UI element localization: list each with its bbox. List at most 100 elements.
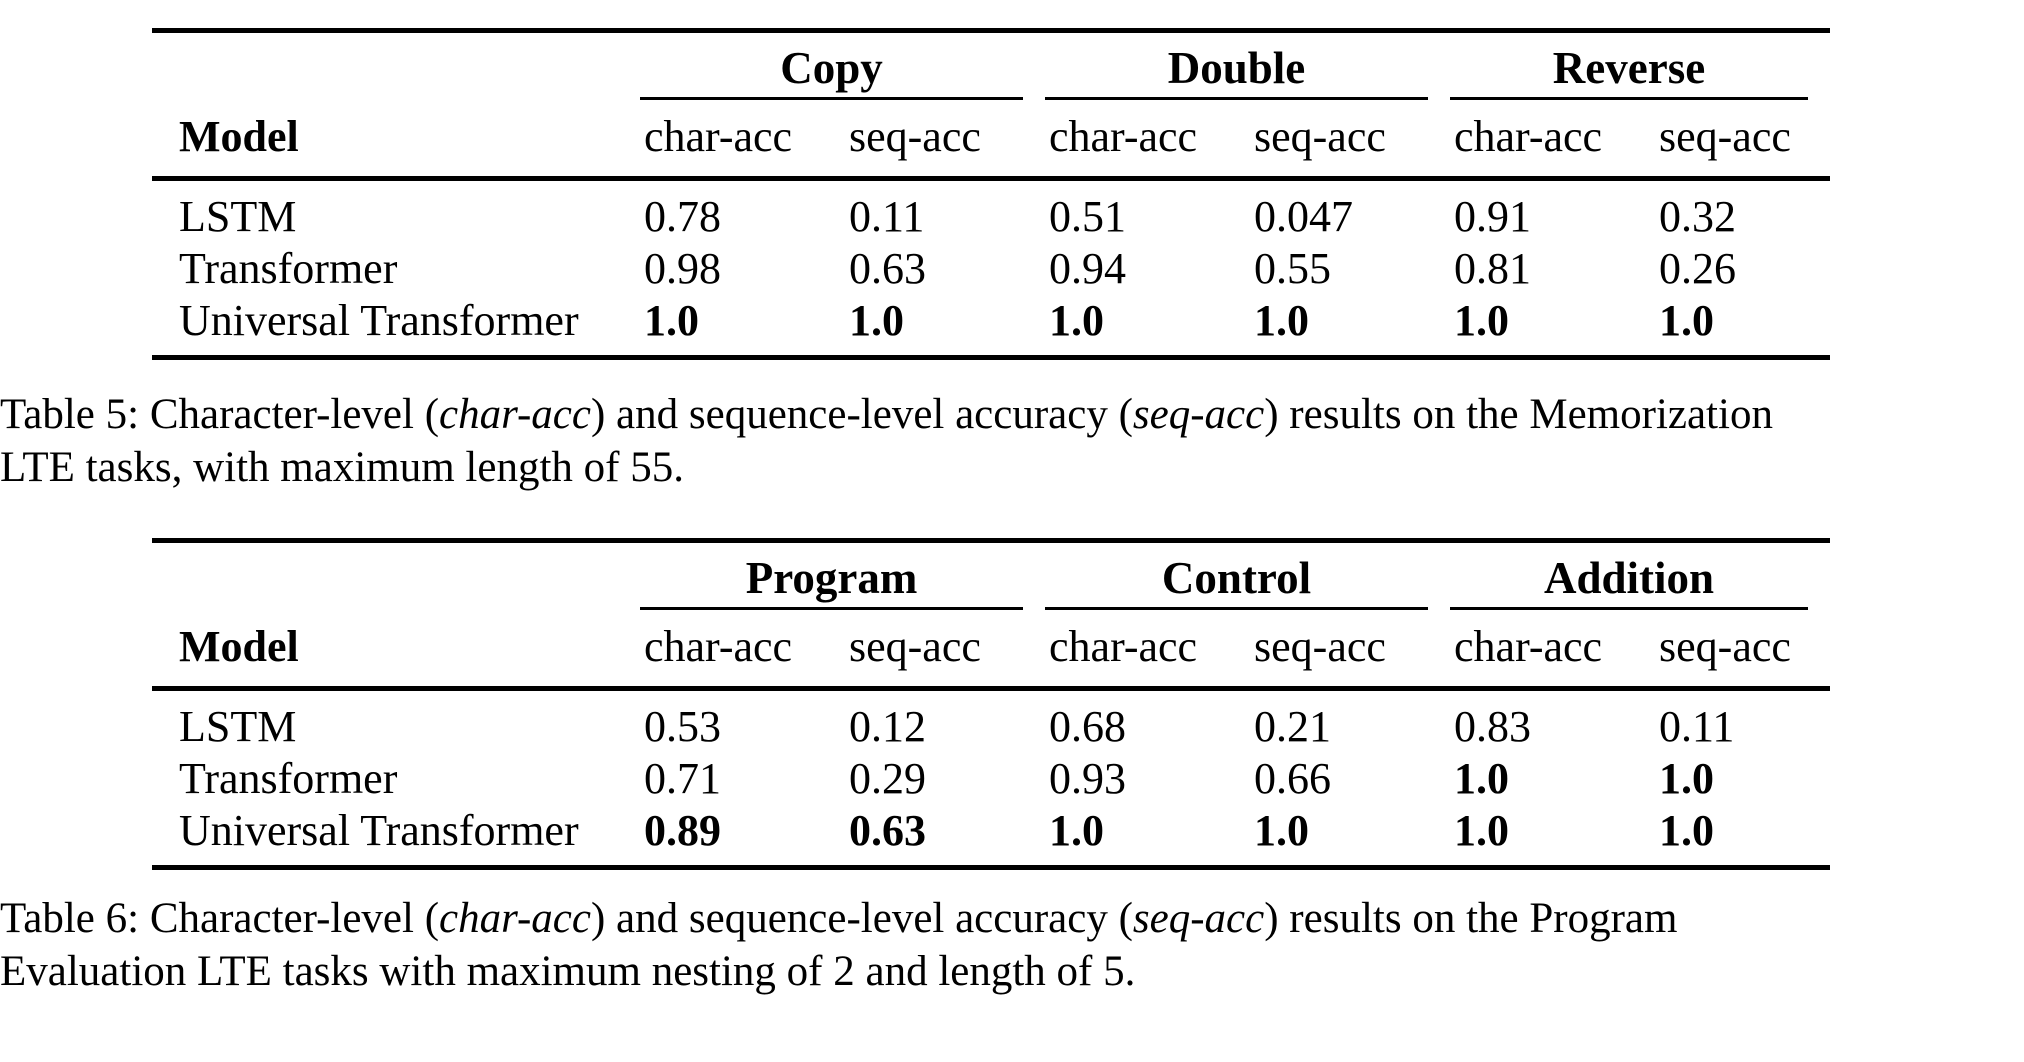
accuracy-value-cell: 0.51 [1049, 192, 1126, 241]
column-group-header-control: Control [1161, 553, 1312, 603]
caption-italic-term: seq-acc [1132, 895, 1265, 942]
metric-column-header-seq-acc: seq-acc [845, 100, 1045, 181]
accuracy-value-cell: 1.0 [1254, 296, 1309, 345]
table-row: LSTM 0.53 0.12 0.68 0.21 0.83 0.11 [152, 689, 1830, 754]
accuracy-value-cell: 1.0 [644, 296, 699, 345]
accuracy-value-cell: 0.26 [1659, 244, 1736, 293]
accuracy-value-cell: 0.94 [1049, 244, 1126, 293]
accuracy-value-cell: 0.81 [1454, 244, 1531, 293]
column-group-rule [1045, 607, 1429, 610]
accuracy-value-cell: 0.83 [1454, 702, 1532, 751]
model-name-cell: Transformer [179, 754, 398, 803]
accuracy-value-cell: 0.66 [1254, 754, 1332, 803]
column-group-row: Program Control Addition [152, 541, 1830, 608]
model-column-header: Model [152, 610, 640, 691]
caption-line: Table 6: Character-level (char-acc) and … [0, 892, 2024, 945]
metric-column-header-char-acc: char-acc [1450, 100, 1655, 181]
caption-italic-term: char-acc [439, 895, 591, 942]
program-evaluation-results-table: Program Control Addition Model char-acc seq-a… [152, 538, 1831, 870]
column-group-rule-row [152, 607, 1830, 610]
accuracy-value-cell: 1.0 [1049, 806, 1105, 855]
accuracy-value-cell: 1.0 [1049, 296, 1104, 345]
accuracy-value-cell: 1.0 [1659, 754, 1715, 803]
table-row: Universal Transformer 1.0 1.0 1.0 1.0 1.0 1.0 [152, 295, 1830, 358]
accuracy-value-cell: 0.63 [849, 806, 926, 855]
accuracy-value-cell: 1.0 [1659, 806, 1715, 855]
accuracy-value-cell: 0.21 [1254, 702, 1332, 751]
column-group-rule [1045, 97, 1428, 100]
paper-page: Copy Double Reverse Model char-acc seq-acc cha… [0, 28, 2024, 1062]
table-row: Transformer 0.98 0.63 0.94 0.55 0.81 0.26 [152, 243, 1830, 295]
metric-column-header-char-acc: char-acc [640, 100, 845, 181]
accuracy-value-cell: 0.68 [1049, 702, 1127, 751]
accuracy-value-cell: 1.0 [1659, 296, 1714, 345]
caption-italic-term: seq-acc [1132, 391, 1265, 438]
caption-text: ) and sequence-level accuracy ( [590, 391, 1133, 438]
caption-text: ) results on the Program [1264, 895, 1678, 942]
table-row: Universal Transformer 0.89 0.63 1.0 1.0 1.0 1.… [152, 805, 1830, 868]
accuracy-value-cell: 0.11 [1659, 702, 1735, 751]
accuracy-value-cell: 0.11 [849, 192, 925, 241]
column-group-header-reverse: Reverse [1552, 43, 1706, 93]
caption-line: Table 5: Character-level (char-acc) and … [0, 388, 2024, 441]
accuracy-value-cell: 1.0 [1254, 806, 1310, 855]
accuracy-value-cell: 0.12 [849, 702, 926, 751]
accuracy-value-cell: 1.0 [1454, 806, 1510, 855]
accuracy-value-cell: 0.98 [644, 244, 721, 293]
metric-column-header-seq-acc: seq-acc [1250, 100, 1450, 181]
model-name-cell: LSTM [179, 192, 297, 241]
metric-column-header-seq-acc: seq-acc [845, 610, 1046, 691]
table5-container: Copy Double Reverse Model char-acc seq-acc cha… [152, 28, 1830, 360]
blank-cell [152, 31, 640, 98]
accuracy-value-cell: 0.93 [1049, 754, 1127, 803]
accuracy-value-cell: 0.53 [644, 702, 721, 751]
caption-text: ) results on the Memorization [1264, 391, 1773, 438]
accuracy-value-cell: 0.29 [849, 754, 926, 803]
table6-caption: Table 6: Character-level (char-acc) and … [0, 892, 2024, 998]
model-name-cell: Transformer [179, 244, 398, 293]
accuracy-value-cell: 0.71 [644, 754, 721, 803]
column-group-rule [640, 607, 1024, 610]
model-name-cell: LSTM [179, 702, 297, 751]
accuracy-value-cell: 0.32 [1659, 192, 1736, 241]
column-group-header-copy: Copy [780, 43, 883, 93]
metric-column-header-seq-acc: seq-acc [1655, 610, 1831, 691]
table-row: Transformer 0.71 0.29 0.93 0.66 1.0 1.0 [152, 753, 1830, 805]
column-group-rule-row [152, 97, 1830, 100]
column-group-rule [640, 97, 1023, 100]
column-group-header-addition: Addition [1543, 553, 1715, 603]
metric-column-header-char-acc: char-acc [640, 610, 845, 691]
caption-line: Evaluation LTE tasks with maximum nestin… [0, 945, 2024, 998]
accuracy-value-cell: 1.0 [1454, 754, 1510, 803]
metric-header-row: Model char-acc seq-acc char-acc seq-acc char-… [152, 610, 1831, 691]
accuracy-value-cell: 0.89 [644, 806, 721, 855]
model-column-header: Model [152, 100, 640, 181]
column-group-row: Copy Double Reverse [152, 31, 1830, 98]
blank-cell [152, 541, 640, 608]
table6-container: Program Control Addition Model char-acc seq-a… [152, 538, 1831, 870]
caption-text: LTE tasks, with maximum length of 55. [0, 444, 684, 491]
model-name-cell: Universal Transformer [179, 296, 579, 345]
metric-header-row: Model char-acc seq-acc char-acc seq-acc char-… [152, 100, 1830, 181]
metric-column-header-char-acc: char-acc [1045, 610, 1251, 691]
column-group-header-program: Program [745, 553, 918, 603]
column-group-rule [1450, 607, 1809, 610]
metric-column-header-char-acc: char-acc [1045, 100, 1250, 181]
caption-text: Table 5: Character-level ( [0, 391, 440, 438]
table-row: LSTM 0.78 0.11 0.51 0.047 0.91 0.32 [152, 179, 1830, 244]
accuracy-value-cell: 0.63 [849, 244, 926, 293]
caption-italic-term: char-acc [439, 391, 591, 438]
accuracy-value-cell: 0.91 [1454, 192, 1531, 241]
caption-text: ) and sequence-level accuracy ( [590, 895, 1133, 942]
accuracy-value-cell: 1.0 [1454, 296, 1509, 345]
accuracy-value-cell: 0.55 [1254, 244, 1331, 293]
column-group-rule [1450, 97, 1808, 100]
caption-text: Table 6: Character-level ( [0, 895, 440, 942]
memorization-results-table: Copy Double Reverse Model char-acc seq-acc cha… [152, 28, 1830, 360]
model-name-cell: Universal Transformer [179, 806, 579, 855]
metric-column-header-seq-acc: seq-acc [1250, 610, 1451, 691]
accuracy-value-cell: 0.047 [1254, 192, 1353, 241]
accuracy-value-cell: 1.0 [849, 296, 904, 345]
table5-caption: Table 5: Character-level (char-acc) and … [0, 388, 2024, 494]
metric-column-header-seq-acc: seq-acc [1655, 100, 1830, 181]
